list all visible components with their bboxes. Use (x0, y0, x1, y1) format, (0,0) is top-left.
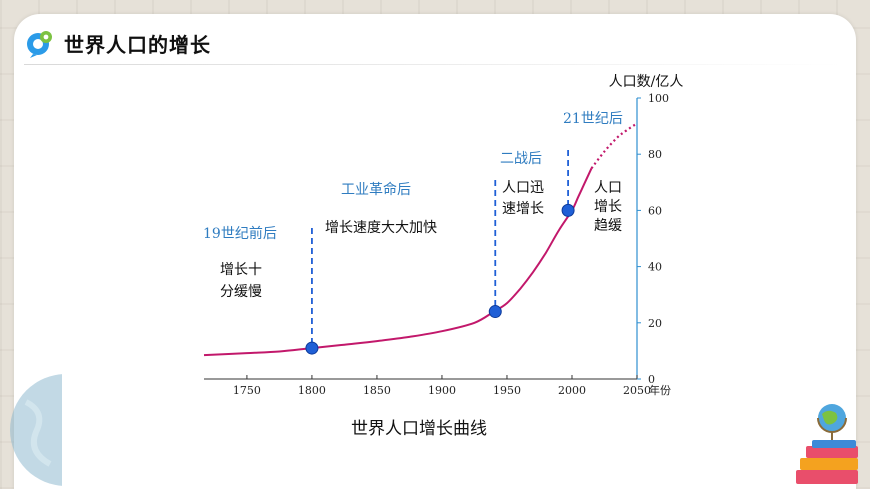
x-ticks: 1750 1800 1850 1900 1950 2000 2050 (233, 375, 651, 397)
x-tick-label: 1750 (233, 384, 261, 397)
y-tick-label: 20 (648, 317, 662, 330)
y-tick-label: 60 (648, 204, 662, 217)
data-point (488, 305, 502, 319)
data-markers (305, 203, 575, 355)
annotation-period1-line2: 分缓慢 (220, 283, 262, 300)
annotation-period4: 21世纪后 (563, 111, 623, 127)
x-tick-label: 2050 (623, 384, 651, 397)
period-guides (311, 150, 569, 349)
annotation-period1-line1: 增长十 (220, 262, 262, 278)
x-tick-label: 1800 (298, 384, 326, 397)
annotation-period2-desc: 增长速度大大加快 (325, 220, 437, 236)
data-point (305, 341, 319, 355)
annotation-period1: 19世纪前后 (203, 225, 277, 242)
chart-title: 世界人口增长曲线 (351, 419, 487, 439)
projection-line (590, 122, 638, 169)
annotation-period3-line2: 速增长 (502, 201, 544, 217)
chart-axes (204, 98, 638, 380)
y-ticks: 0 20 40 60 80 100 (637, 92, 669, 386)
y-tick-label: 80 (648, 148, 662, 161)
logo-icon (27, 31, 52, 58)
y-tick-label: 40 (648, 261, 662, 274)
x-tick-label: 2000 (558, 384, 586, 397)
annotation-period4-line3: 趋缓 (594, 218, 622, 234)
x-tick-label: 1950 (493, 384, 521, 397)
x-tick-label: 1900 (428, 384, 456, 397)
books-globe-icon (796, 404, 858, 484)
annotation-period4-line1: 人口 (594, 180, 622, 196)
x-axis-label: 年份 (649, 383, 671, 397)
x-tick-label: 1850 (363, 384, 391, 397)
data-point (561, 203, 575, 217)
annotation-period2: 工业革命后 (341, 181, 411, 198)
annotation-period4-line2: 增长 (594, 199, 622, 215)
page-title: 世界人口的增长 (64, 32, 211, 57)
y-tick-label: 100 (648, 92, 669, 105)
annotation-period3: 二战后 (500, 151, 542, 167)
annotation-period3-line1: 人口迅 (502, 180, 544, 196)
y-tick-label: 0 (648, 373, 655, 386)
globe-decoration (10, 374, 62, 486)
header-divider (24, 64, 844, 65)
content-card (14, 14, 856, 489)
header: 世界人口的增长 (24, 26, 211, 60)
y-axis-label: 人口数/亿人 (609, 74, 684, 90)
